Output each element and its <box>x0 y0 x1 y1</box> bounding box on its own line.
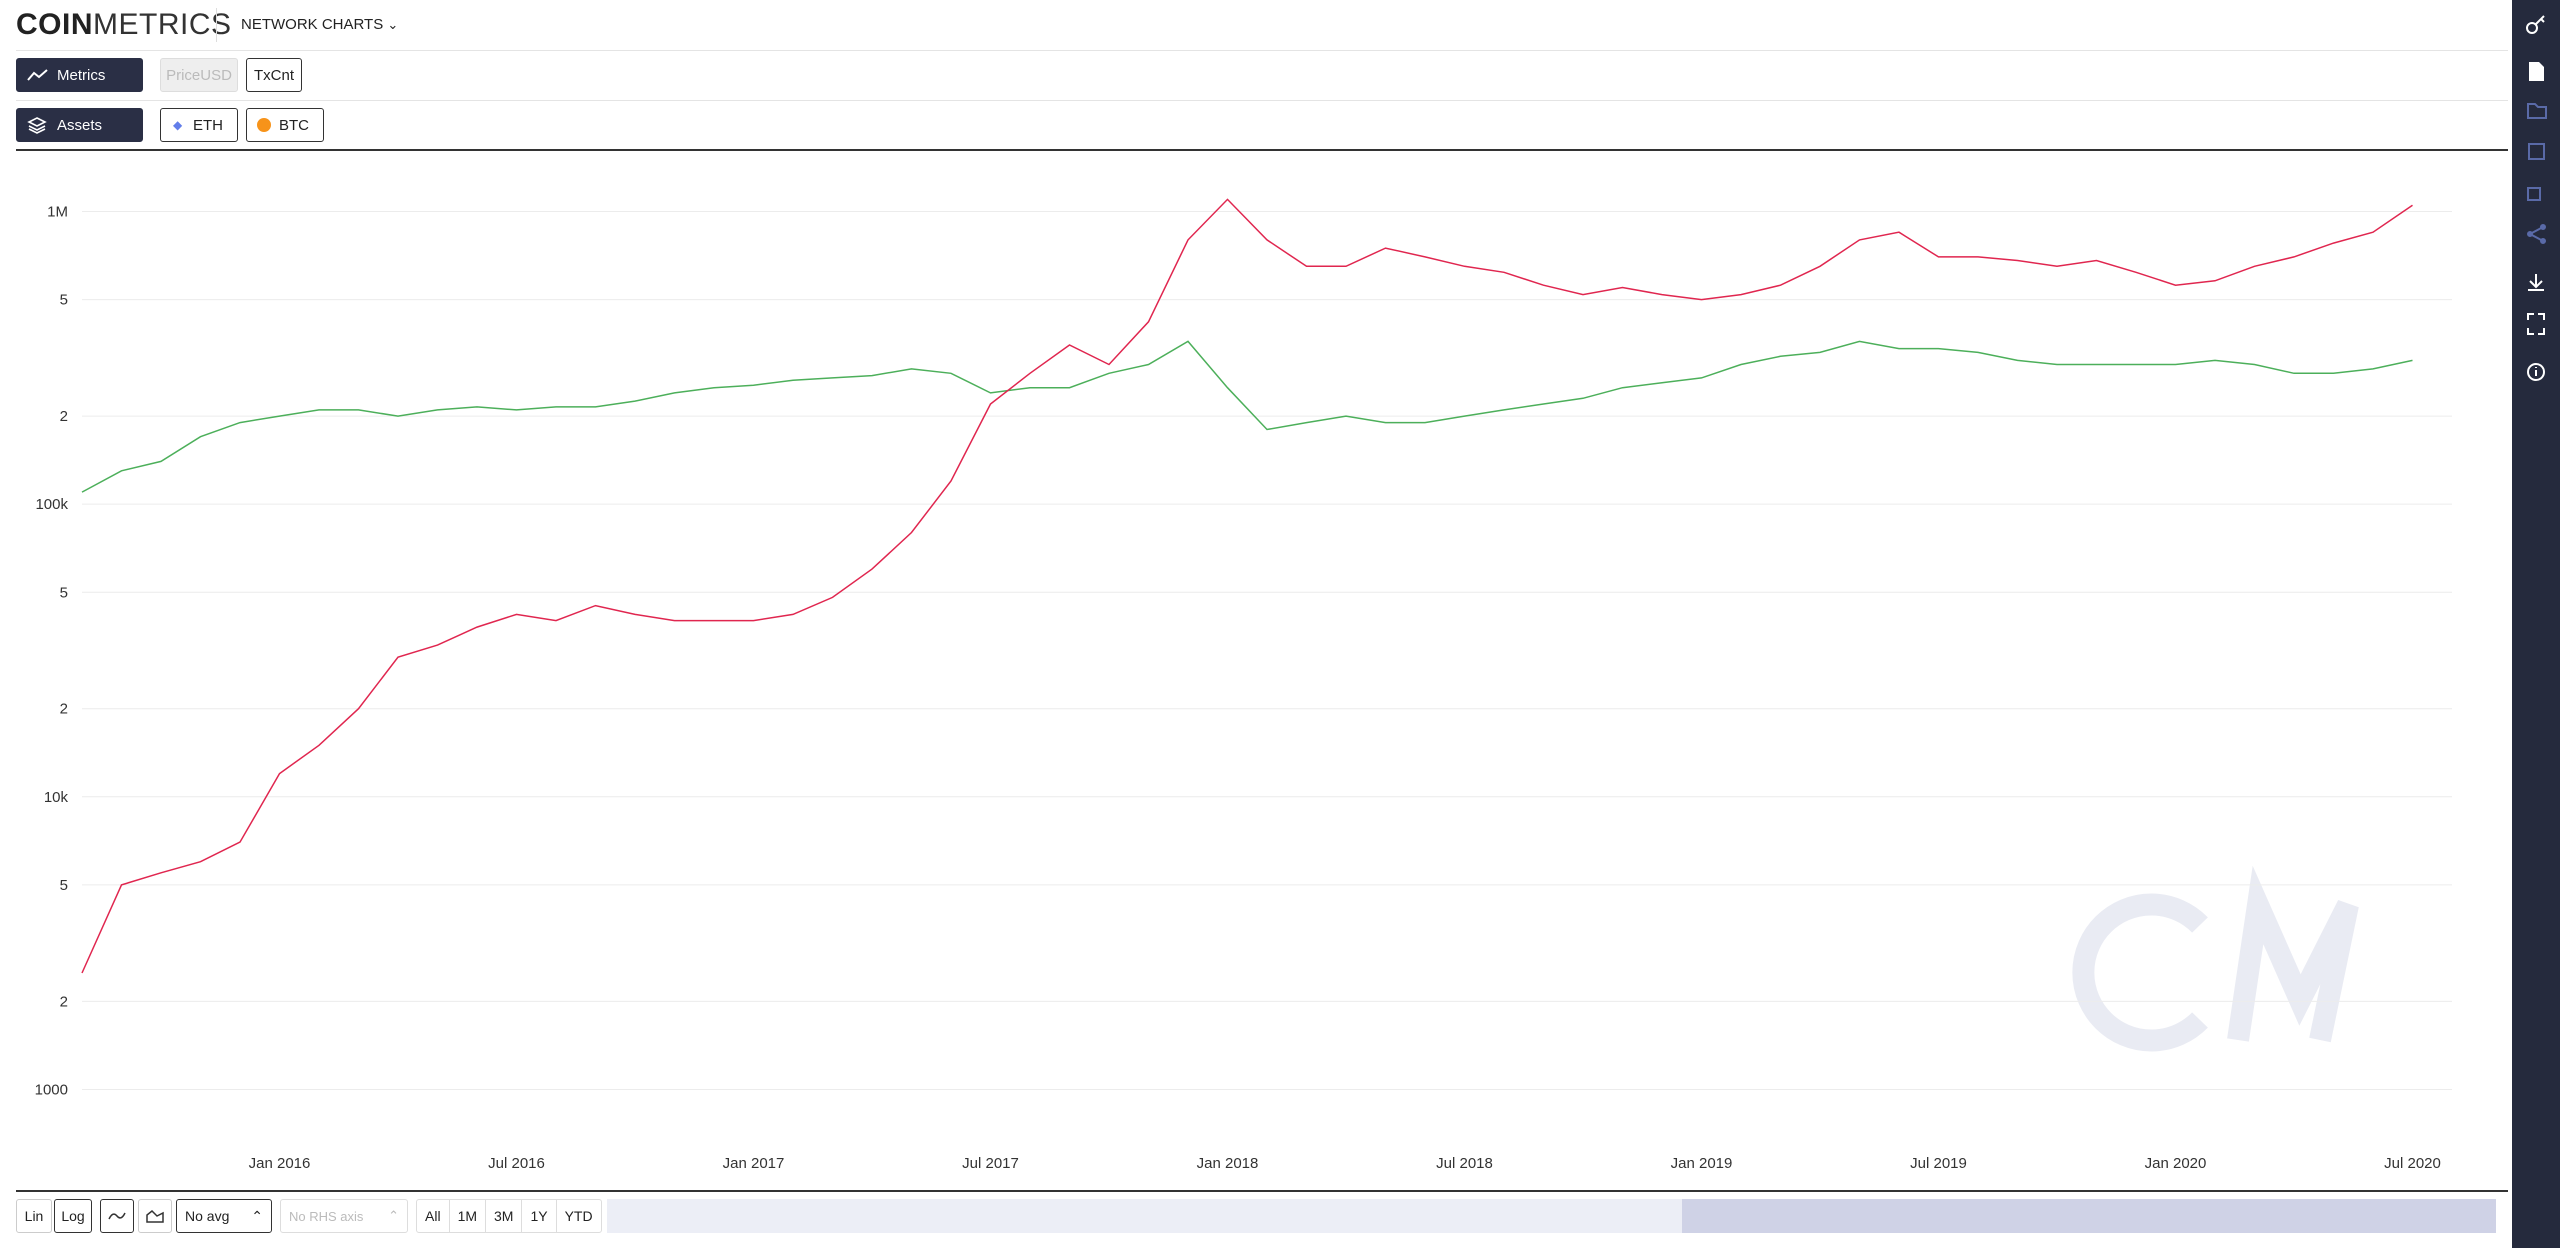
divider <box>16 100 2508 101</box>
x-tick-label: Jul 2016 <box>488 1155 545 1172</box>
x-tick-label: Jan 2017 <box>723 1155 785 1172</box>
icon[interactable] <box>2527 187 2541 201</box>
y-tick-label: 100k <box>35 496 68 513</box>
y-tick-label: 1000 <box>35 1081 68 1098</box>
y-tick-label: 2 <box>60 993 68 1010</box>
y-tick-label: 5 <box>60 292 68 309</box>
y-tick-label: 5 <box>60 877 68 894</box>
range-button[interactable]: 1Y <box>521 1200 555 1232</box>
assets-button[interactable]: Assets <box>16 108 143 142</box>
icon[interactable] <box>2527 224 2546 244</box>
range-buttons: All 1M 3M 1Y YTD <box>416 1199 602 1233</box>
section-label: NETWORK CHARTS <box>241 16 384 33</box>
x-tick-label: Jul 2018 <box>1436 1155 1493 1172</box>
scale-button[interactable]: Log <box>54 1199 92 1233</box>
x-tick-label: Jan 2020 <box>2145 1155 2207 1172</box>
icon <box>27 69 48 81</box>
separator <box>216 8 217 42</box>
range-button[interactable]: YTD <box>555 1200 601 1232</box>
label: No avg <box>185 1208 230 1224</box>
icon[interactable] <box>2528 143 2545 160</box>
asset-button[interactable]: ◆ ETH <box>160 108 238 142</box>
series-line <box>81 340 2413 493</box>
divider <box>16 1190 2508 1192</box>
icon[interactable] <box>2528 274 2544 291</box>
icon <box>146 1209 164 1223</box>
x-tick-label: Jan 2019 <box>1671 1155 1733 1172</box>
range-button[interactable]: 3M <box>485 1200 521 1232</box>
divider <box>16 50 2508 51</box>
x-tick-label: Jul 2020 <box>2384 1155 2441 1172</box>
icon[interactable] <box>2527 363 2545 381</box>
y-tick-label: 2 <box>60 408 68 425</box>
y-tick-label: 5 <box>60 584 68 601</box>
range-button[interactable]: All <box>425 1208 441 1224</box>
divider <box>16 149 2508 151</box>
y-tick-label: 10k <box>44 789 69 806</box>
label: No RHS axis <box>289 1208 364 1224</box>
icon[interactable] <box>2529 62 2544 81</box>
metric-button[interactable]: PriceUSD <box>160 58 238 92</box>
logo-bold: COIN <box>16 8 93 41</box>
label: Metrics <box>57 66 106 84</box>
series-line <box>81 198 2413 974</box>
range-button[interactable]: 1M <box>448 1200 485 1232</box>
average-select[interactable]: No avg ⌃ <box>176 1199 272 1233</box>
logo: COINMETRICS <box>16 8 232 42</box>
logo-light: METRICS <box>93 8 232 41</box>
x-tick-label: Jan 2018 <box>1197 1155 1259 1172</box>
icon <box>27 117 47 134</box>
y-tick-label: 2 <box>60 701 68 718</box>
x-tick-label: Jul 2019 <box>1910 1155 1967 1172</box>
y-tick-label: 1M <box>47 204 68 221</box>
label: BTC <box>279 116 309 134</box>
rhs-select[interactable]: No RHS axis ⌃ <box>280 1199 408 1233</box>
line-style-button[interactable] <box>100 1199 134 1233</box>
label: ETH <box>193 116 223 134</box>
sidebar-icons <box>2526 15 2547 381</box>
section-menu[interactable]: NETWORK CHARTS ⌄ <box>241 16 399 33</box>
metrics-button[interactable]: Metrics <box>16 58 143 92</box>
asset-button[interactable]: BTC <box>246 108 324 142</box>
icon <box>108 1212 126 1220</box>
watermark <box>2072 865 2359 1052</box>
range-selection[interactable] <box>1682 1199 2496 1233</box>
area-style-button[interactable] <box>138 1199 172 1233</box>
label: Assets <box>57 116 103 134</box>
icon[interactable] <box>2527 103 2547 119</box>
sidebar <box>2512 0 2560 1248</box>
x-tick-label: Jul 2017 <box>962 1155 1019 1172</box>
metric-button[interactable]: TxCnt <box>246 58 302 92</box>
x-tick-label: Jan 2016 <box>249 1155 311 1172</box>
scale-button[interactable]: Lin <box>16 1199 52 1233</box>
icon[interactable] <box>2527 313 2545 335</box>
